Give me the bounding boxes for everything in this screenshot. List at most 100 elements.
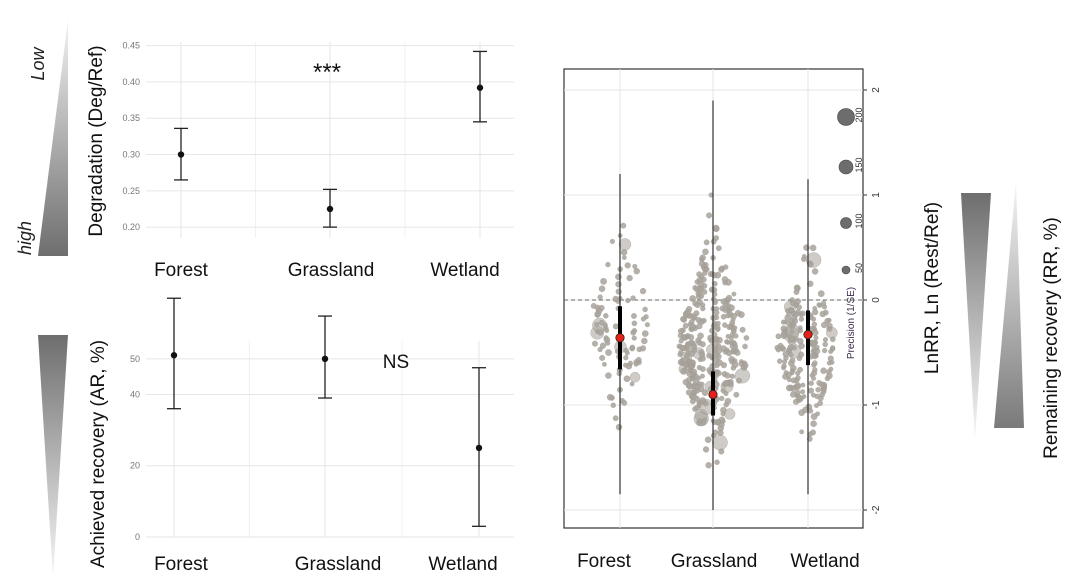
scatter-point bbox=[775, 333, 782, 340]
mean-point-forest bbox=[170, 352, 178, 359]
mean-point-wetland bbox=[475, 444, 483, 452]
scatter-point bbox=[729, 373, 736, 379]
ytick-label: 20 bbox=[130, 461, 140, 471]
ytick-label: -1 bbox=[871, 400, 882, 409]
yticks-lnrr: -2 -1 0 1 2 bbox=[863, 87, 882, 514]
scatter-point bbox=[622, 362, 628, 368]
scatter-point bbox=[694, 387, 701, 394]
scatter-point bbox=[786, 384, 793, 392]
scatter-point bbox=[600, 278, 607, 285]
wedge-achieved-recovery bbox=[38, 335, 68, 578]
scatter-point bbox=[621, 255, 627, 260]
scatter-point bbox=[629, 372, 641, 383]
scatter-point bbox=[605, 372, 612, 379]
ylabel-achieved-recovery: Achieved recovery (AR, %) bbox=[88, 340, 109, 568]
scatter-point bbox=[680, 344, 686, 351]
scatter-point bbox=[822, 348, 828, 354]
ytick-label: 0.20 bbox=[122, 222, 140, 232]
scatter-point bbox=[680, 315, 687, 323]
size-legend-label: 150 bbox=[854, 157, 864, 172]
scatter-point bbox=[715, 353, 722, 360]
scatter-point bbox=[782, 373, 789, 380]
size-legend-label: 50 bbox=[854, 263, 864, 273]
beeswarm-points bbox=[590, 192, 838, 469]
scatter-point bbox=[809, 244, 817, 252]
scatter-point bbox=[725, 333, 731, 339]
scatter-point bbox=[616, 370, 622, 377]
scatter-point bbox=[699, 341, 706, 348]
size-legend-label: 200 bbox=[854, 107, 864, 122]
scatter-point bbox=[612, 323, 619, 330]
scatter-point bbox=[795, 370, 801, 376]
mean-point-forest bbox=[177, 151, 185, 158]
scatter-point bbox=[677, 328, 685, 335]
scatter-point bbox=[699, 397, 706, 404]
scatter-point bbox=[810, 429, 816, 436]
scatter-point bbox=[691, 314, 698, 321]
scatter-point bbox=[625, 297, 631, 304]
scatter-point bbox=[631, 328, 638, 334]
scatter-point bbox=[629, 344, 636, 351]
errorbars-degradation bbox=[174, 50, 487, 228]
scatter-point bbox=[598, 304, 605, 311]
scatter-point bbox=[678, 338, 684, 344]
scatter-point bbox=[812, 305, 818, 311]
scatter-point bbox=[621, 400, 628, 406]
scatter-point bbox=[796, 304, 802, 311]
scatter-point bbox=[631, 313, 637, 319]
scatter-point bbox=[821, 321, 828, 329]
scatter-point bbox=[818, 381, 826, 388]
scatter-point bbox=[639, 345, 647, 352]
annotation-ns: NS bbox=[383, 352, 409, 373]
scatter-point bbox=[811, 375, 817, 381]
scatter-point bbox=[715, 370, 722, 377]
scatter-point bbox=[830, 336, 836, 343]
scatter-point bbox=[722, 306, 729, 313]
yticks-achieved-recovery: 0 20 40 50 bbox=[130, 354, 140, 542]
scatter-point bbox=[724, 397, 732, 405]
annotation-significance: *** bbox=[313, 59, 341, 86]
scatter-point bbox=[594, 310, 602, 318]
scatter-point bbox=[795, 394, 803, 401]
scatter-point bbox=[689, 323, 697, 330]
scatter-point bbox=[696, 375, 702, 381]
scatter-point bbox=[782, 351, 789, 358]
ytick-label: 0.40 bbox=[122, 77, 140, 87]
scatter-point bbox=[712, 434, 728, 451]
scatter-point bbox=[798, 342, 805, 350]
yticks-degradation: 0.20 0.25 0.30 0.35 0.40 0.45 bbox=[122, 41, 140, 232]
scatter-point bbox=[598, 319, 605, 326]
scatter-point bbox=[687, 314, 693, 319]
scatter-point bbox=[780, 319, 786, 325]
scatter-point bbox=[779, 345, 786, 352]
scatter-point bbox=[731, 361, 739, 368]
scatter-point bbox=[590, 302, 597, 309]
scatter-point bbox=[623, 355, 629, 361]
xtick-grassland-b: Grassland bbox=[295, 554, 382, 575]
scatter-point bbox=[817, 395, 824, 402]
scatter-point bbox=[829, 359, 835, 365]
scatter-point bbox=[720, 298, 727, 305]
scatter-point bbox=[615, 423, 623, 431]
ytick-label: 0.35 bbox=[122, 113, 140, 123]
ytick-label: 0.25 bbox=[122, 186, 140, 196]
scatter-point bbox=[724, 339, 730, 345]
ytick-label: 50 bbox=[130, 354, 140, 364]
mean-point-grassland bbox=[321, 355, 329, 363]
scatter-point bbox=[639, 288, 647, 295]
ylabel-remaining-recovery: Remaining recovery (RR, %) bbox=[1041, 217, 1062, 459]
scatter-point bbox=[807, 261, 814, 268]
scatter-point bbox=[811, 321, 818, 328]
scatter-point bbox=[689, 295, 696, 302]
ylabel-degradation: Degradation (Deg/Ref) bbox=[86, 45, 107, 236]
scatter-point bbox=[605, 340, 611, 346]
scatter-point bbox=[712, 224, 720, 232]
scatter-point bbox=[597, 329, 604, 336]
scatter-point bbox=[790, 314, 798, 321]
scatter-point bbox=[815, 411, 820, 417]
scatter-point bbox=[597, 294, 603, 300]
scatter-point bbox=[743, 335, 750, 341]
scatter-point bbox=[623, 375, 631, 383]
scatter-point bbox=[715, 245, 722, 252]
scatter-point bbox=[682, 322, 689, 329]
